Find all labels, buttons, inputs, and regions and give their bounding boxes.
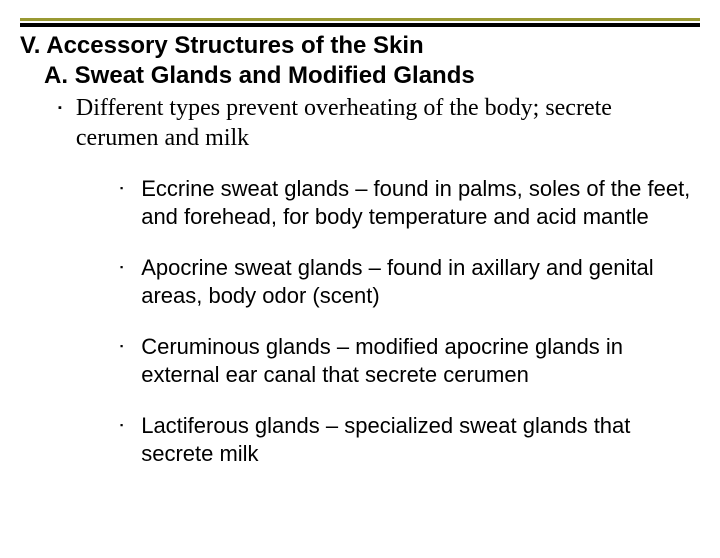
heading-roman: V. Accessory Structures of the Skin	[20, 31, 700, 61]
slide-content: V. Accessory Structures of the Skin A. S…	[0, 27, 720, 467]
sub-point-text: Lactiferous glands – specialized sweat g…	[141, 412, 700, 467]
list-item: ▪ Eccrine sweat glands – found in palms,…	[120, 175, 700, 230]
main-point-text: Different types prevent overheating of t…	[76, 93, 700, 153]
list-item: ▪ Lactiferous glands – specialized sweat…	[120, 412, 700, 467]
sub-point-list: ▪ Eccrine sweat glands – found in palms,…	[120, 175, 700, 467]
list-item: ▪ Apocrine sweat glands – found in axill…	[120, 254, 700, 309]
bullet-icon: ▪	[120, 262, 123, 272]
main-point: ▪ Different types prevent overheating of…	[58, 93, 700, 153]
bullet-icon: ▪	[120, 420, 123, 430]
bullet-icon: ▪	[58, 102, 62, 114]
list-item: ▪ Ceruminous glands – modified apocrine …	[120, 333, 700, 388]
bullet-icon: ▪	[120, 183, 123, 193]
heading-letter: A. Sweat Glands and Modified Glands	[44, 61, 700, 91]
bullet-icon: ▪	[120, 341, 123, 351]
sub-point-text: Apocrine sweat glands – found in axillar…	[141, 254, 700, 309]
sub-point-text: Eccrine sweat glands – found in palms, s…	[141, 175, 700, 230]
divider-green	[20, 18, 700, 21]
sub-point-text: Ceruminous glands – modified apocrine gl…	[141, 333, 700, 388]
